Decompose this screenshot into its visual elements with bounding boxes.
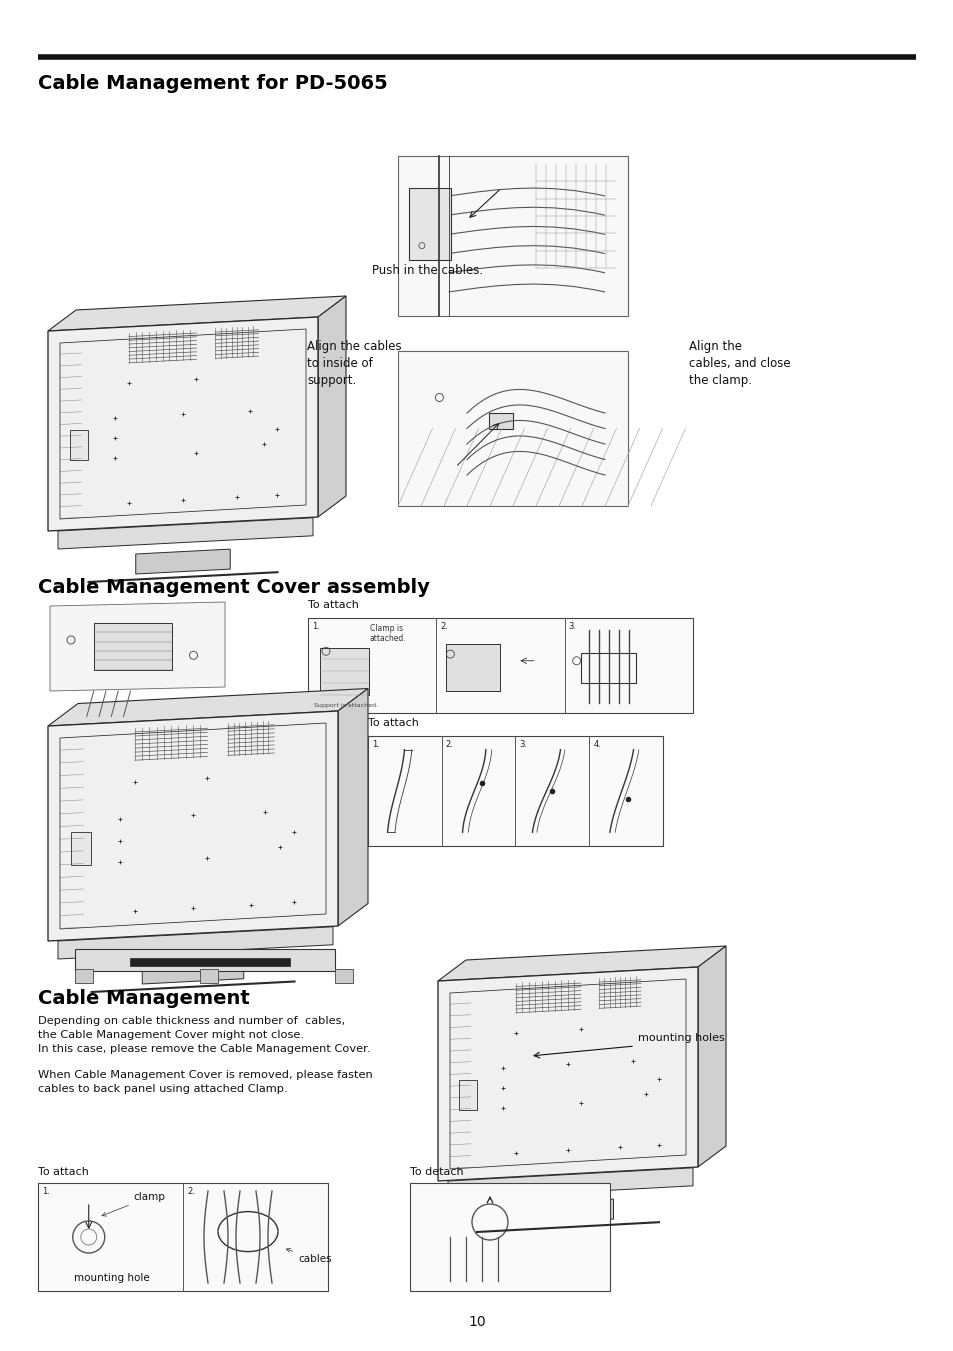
Bar [93, 623, 172, 670]
Polygon shape [50, 603, 225, 690]
Text: 4.: 4. [593, 740, 600, 748]
Text: mounting hole: mounting hole [73, 1273, 150, 1283]
Text: Push in the cables.: Push in the cables. [372, 263, 482, 277]
Text: Align the
cables, and close
the clamp.: Align the cables, and close the clamp. [688, 340, 790, 388]
Bar [75, 948, 335, 971]
Bar [397, 351, 627, 507]
Text: cables: cables [286, 1248, 332, 1265]
Text: mounting holes: mounting holes [638, 1034, 724, 1043]
Bar [489, 413, 513, 428]
Polygon shape [135, 549, 230, 574]
Polygon shape [48, 711, 337, 942]
Polygon shape [58, 927, 333, 959]
Text: 10: 10 [468, 1315, 485, 1329]
Bar [409, 188, 451, 259]
Bar [368, 736, 662, 846]
Polygon shape [698, 946, 725, 1167]
Bar [335, 969, 353, 984]
Bar [580, 653, 635, 684]
Polygon shape [58, 517, 313, 549]
Polygon shape [337, 689, 368, 925]
Text: 2.: 2. [187, 1188, 194, 1196]
Polygon shape [522, 1200, 613, 1224]
Text: 1.: 1. [42, 1188, 50, 1196]
Text: Clamp is
attached.: Clamp is attached. [370, 624, 406, 643]
Polygon shape [142, 959, 244, 984]
Text: 2.: 2. [440, 621, 448, 631]
Text: 1.: 1. [312, 621, 319, 631]
Bar [458, 1079, 476, 1111]
Text: To detach: To detach [410, 1167, 463, 1177]
Bar [446, 643, 499, 690]
Bar [71, 832, 91, 865]
Text: Support is attached.: Support is attached. [314, 703, 377, 708]
Bar [70, 430, 89, 459]
Text: To attach: To attach [308, 600, 358, 611]
Text: Cable Management: Cable Management [38, 989, 250, 1008]
Polygon shape [48, 296, 346, 331]
Bar [200, 969, 218, 984]
Bar [308, 617, 692, 713]
Text: 3.: 3. [568, 621, 576, 631]
Polygon shape [317, 296, 346, 517]
Text: 3.: 3. [519, 740, 527, 748]
Text: When Cable Management Cover is removed, please fasten
cables to back panel using: When Cable Management Cover is removed, … [38, 1070, 373, 1094]
Polygon shape [48, 689, 368, 725]
Polygon shape [48, 317, 317, 531]
Bar [130, 958, 290, 966]
Text: 1.: 1. [372, 740, 379, 748]
Text: Depending on cable thickness and number of  cables,
the Cable Management Cover m: Depending on cable thickness and number … [38, 1016, 371, 1054]
Polygon shape [437, 967, 698, 1181]
Text: Align the cables
to inside of
support.: Align the cables to inside of support. [307, 340, 401, 388]
Text: Cable Management for PD-5065: Cable Management for PD-5065 [38, 74, 388, 93]
Polygon shape [437, 946, 725, 981]
Text: 2.: 2. [445, 740, 453, 748]
Text: To attach: To attach [38, 1167, 89, 1177]
Bar [397, 155, 627, 316]
Bar [410, 1183, 609, 1292]
Polygon shape [448, 1167, 692, 1198]
Text: Cable Management Cover assembly: Cable Management Cover assembly [38, 578, 430, 597]
Bar [319, 647, 369, 694]
Bar [38, 1183, 328, 1292]
Text: To attach: To attach [368, 717, 418, 728]
Text: clamp: clamp [102, 1192, 166, 1216]
Bar [75, 969, 92, 984]
